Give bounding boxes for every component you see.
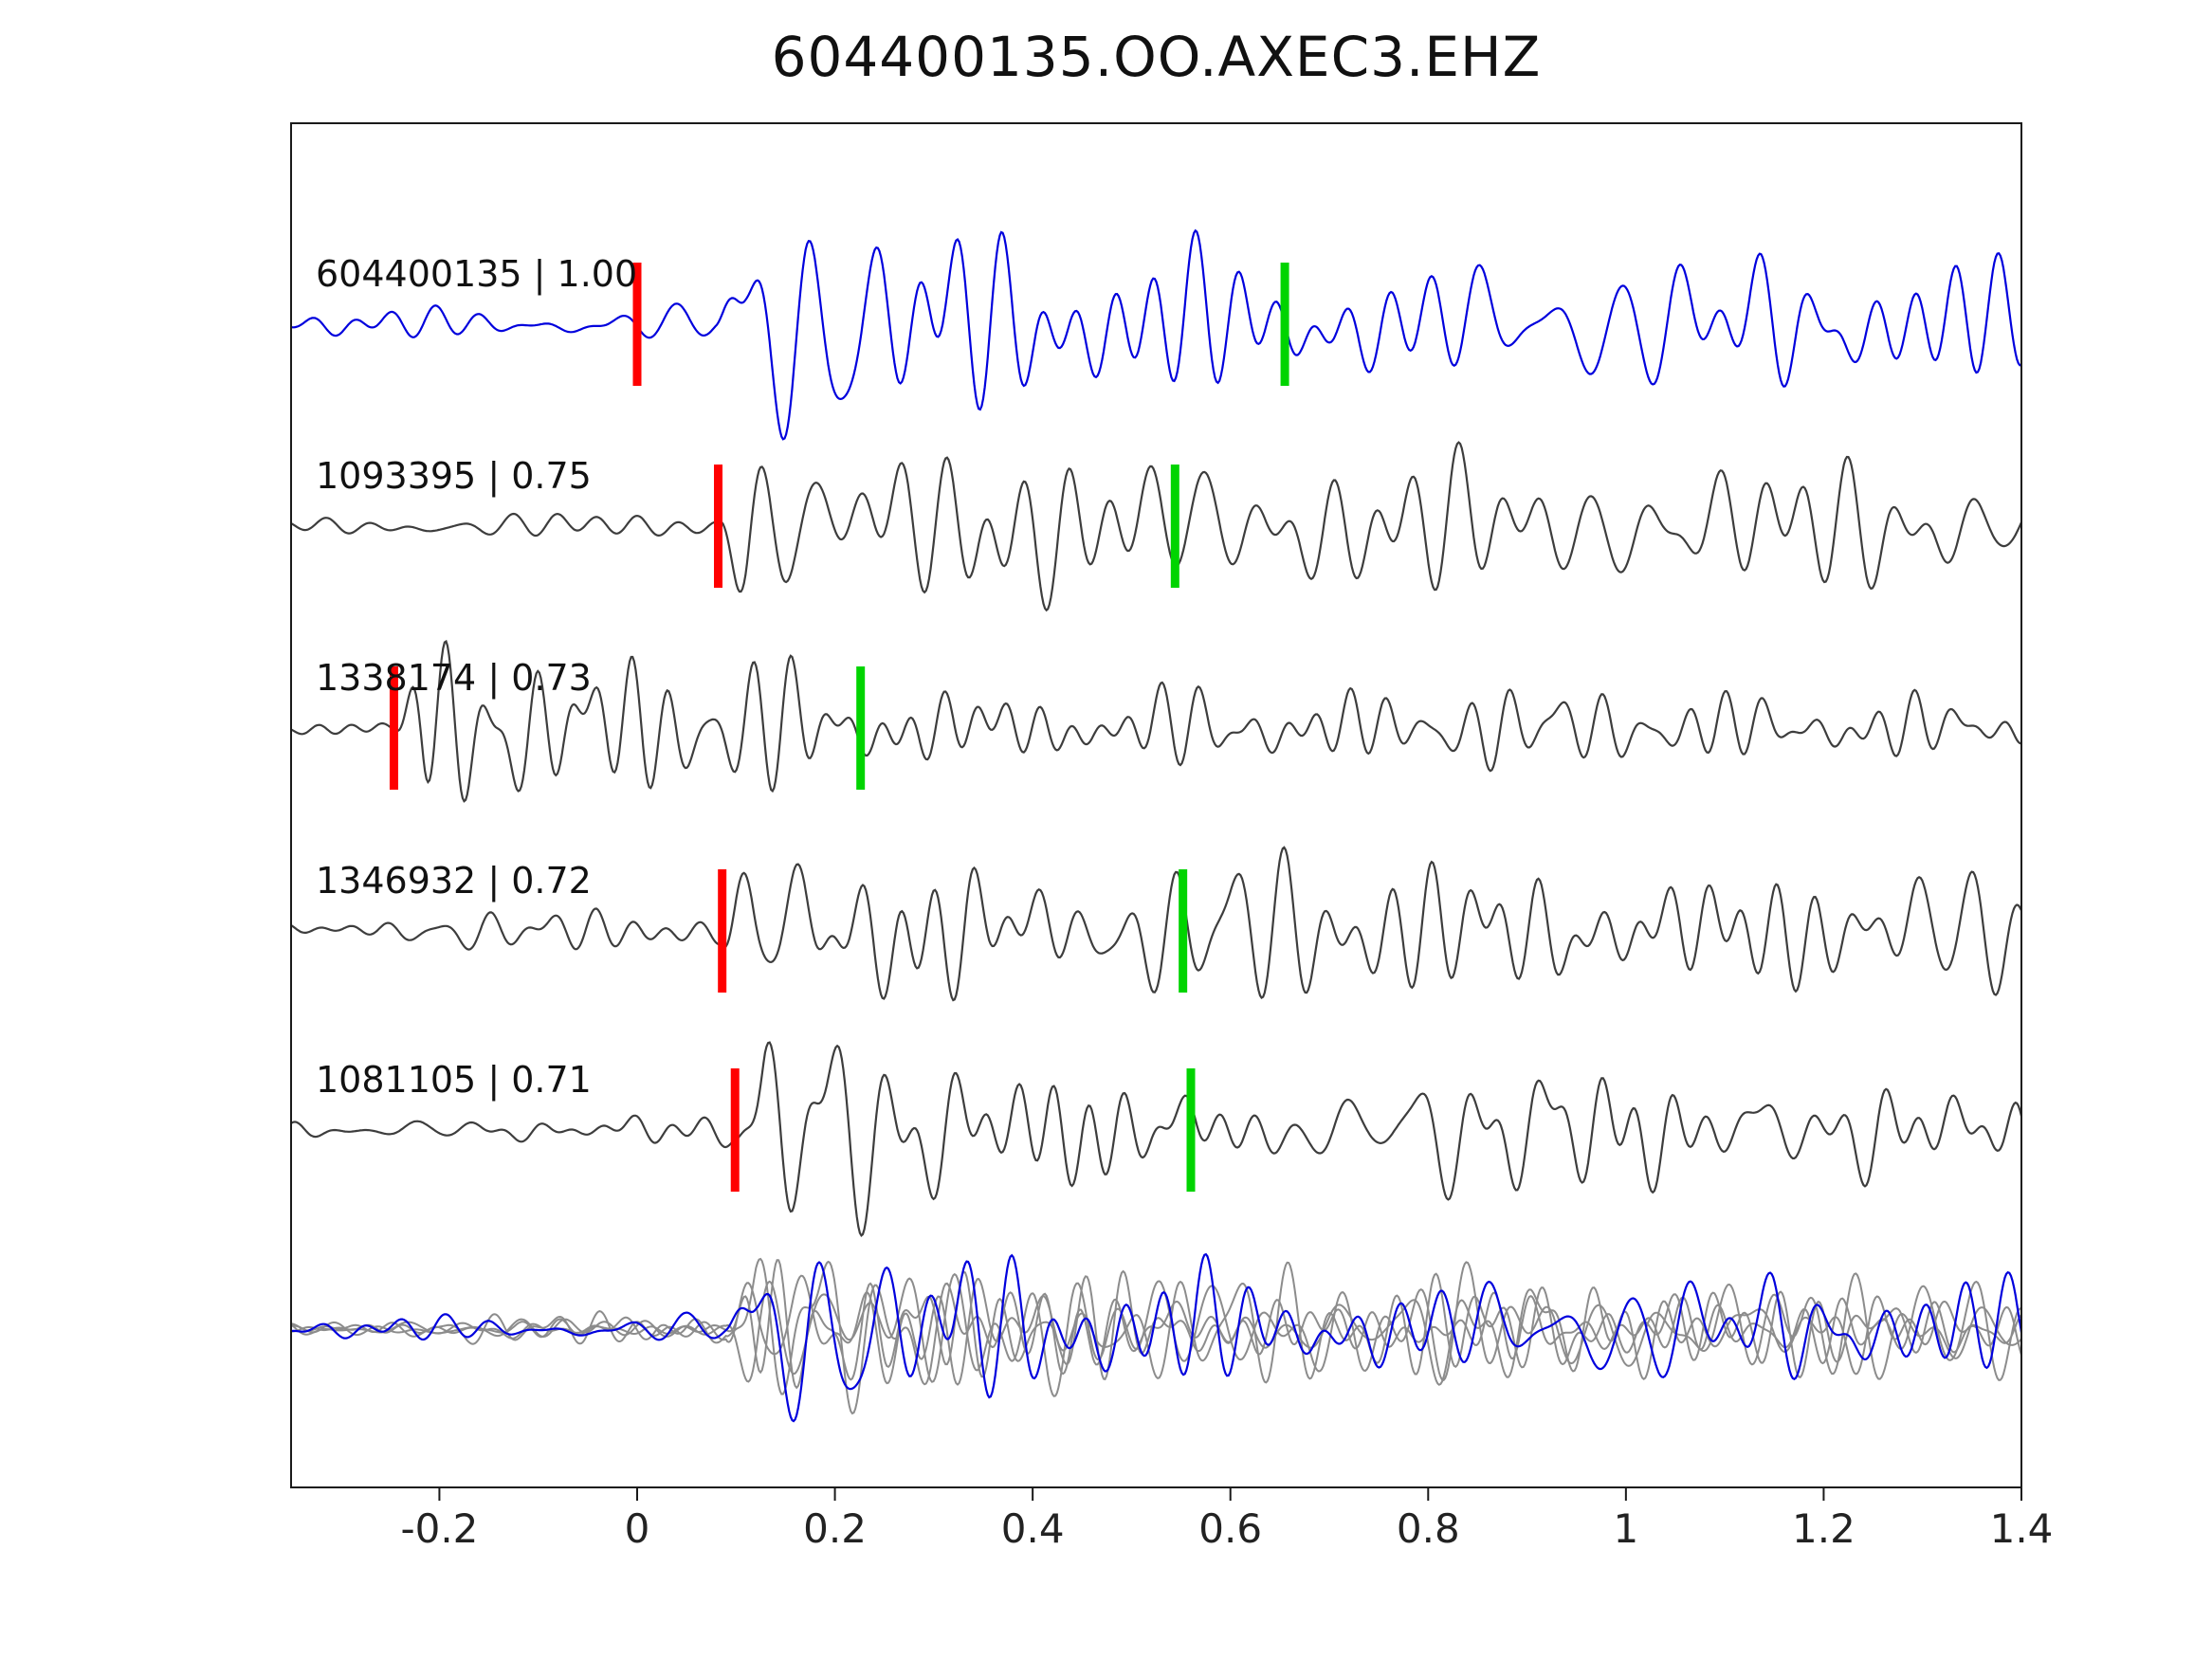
trace-label-1346932: 1346932 | 0.72 [316, 860, 592, 902]
overlay-waveform-1093395 [292, 1261, 2020, 1397]
trace-waveform-604400135 [292, 228, 2020, 441]
overlay-waveform-1346932 [292, 1261, 2020, 1386]
red-pick-marker-1338174 [389, 666, 398, 790]
green-pick-marker-1093395 [1170, 465, 1179, 588]
x-tick-label-0.8: 0.8 [1396, 1505, 1460, 1552]
green-pick-marker-1346932 [1179, 869, 1188, 993]
x-tick-label-1.4: 1.4 [1989, 1505, 2054, 1552]
trace-label-1093395: 1093395 | 0.75 [316, 455, 592, 497]
x-tick-label-0.6: 0.6 [1198, 1505, 1263, 1552]
x-tick-label-1: 1 [1613, 1505, 1639, 1552]
overlay-waveform-template [292, 1252, 2020, 1423]
x-tick-label-0.2: 0.2 [803, 1505, 867, 1552]
trace-waveform-1081105 [292, 1041, 2020, 1237]
x-tick-label-0: 0 [624, 1505, 650, 1552]
traces-group [292, 228, 2020, 1423]
overlay-waveform-1081105 [292, 1257, 2020, 1415]
red-pick-marker-1093395 [714, 465, 723, 588]
red-pick-marker-604400135 [632, 263, 642, 386]
trace-label-1081105: 1081105 | 0.71 [316, 1059, 592, 1101]
green-pick-marker-604400135 [1280, 263, 1289, 386]
chart-title: 604400135.OO.AXEC3.EHZ [771, 25, 1542, 89]
plot-border [290, 122, 2022, 1488]
x-tick-label-0.4: 0.4 [1000, 1505, 1065, 1552]
trace-waveform-1338174 [292, 639, 2020, 803]
trace-waveform-1093395 [292, 441, 2020, 612]
green-pick-marker-1081105 [1186, 1068, 1196, 1192]
trace-waveform-1346932 [292, 846, 2020, 1002]
green-pick-marker-1338174 [856, 666, 866, 790]
red-pick-marker-1081105 [730, 1068, 740, 1192]
x-tick-label--0.2: -0.2 [400, 1505, 479, 1552]
trace-label-604400135: 604400135 | 1.00 [316, 253, 638, 295]
red-pick-marker-1346932 [718, 869, 727, 993]
trace-label-1338174: 1338174 | 0.73 [316, 657, 592, 699]
x-tick-label-1.2: 1.2 [1792, 1505, 1856, 1552]
